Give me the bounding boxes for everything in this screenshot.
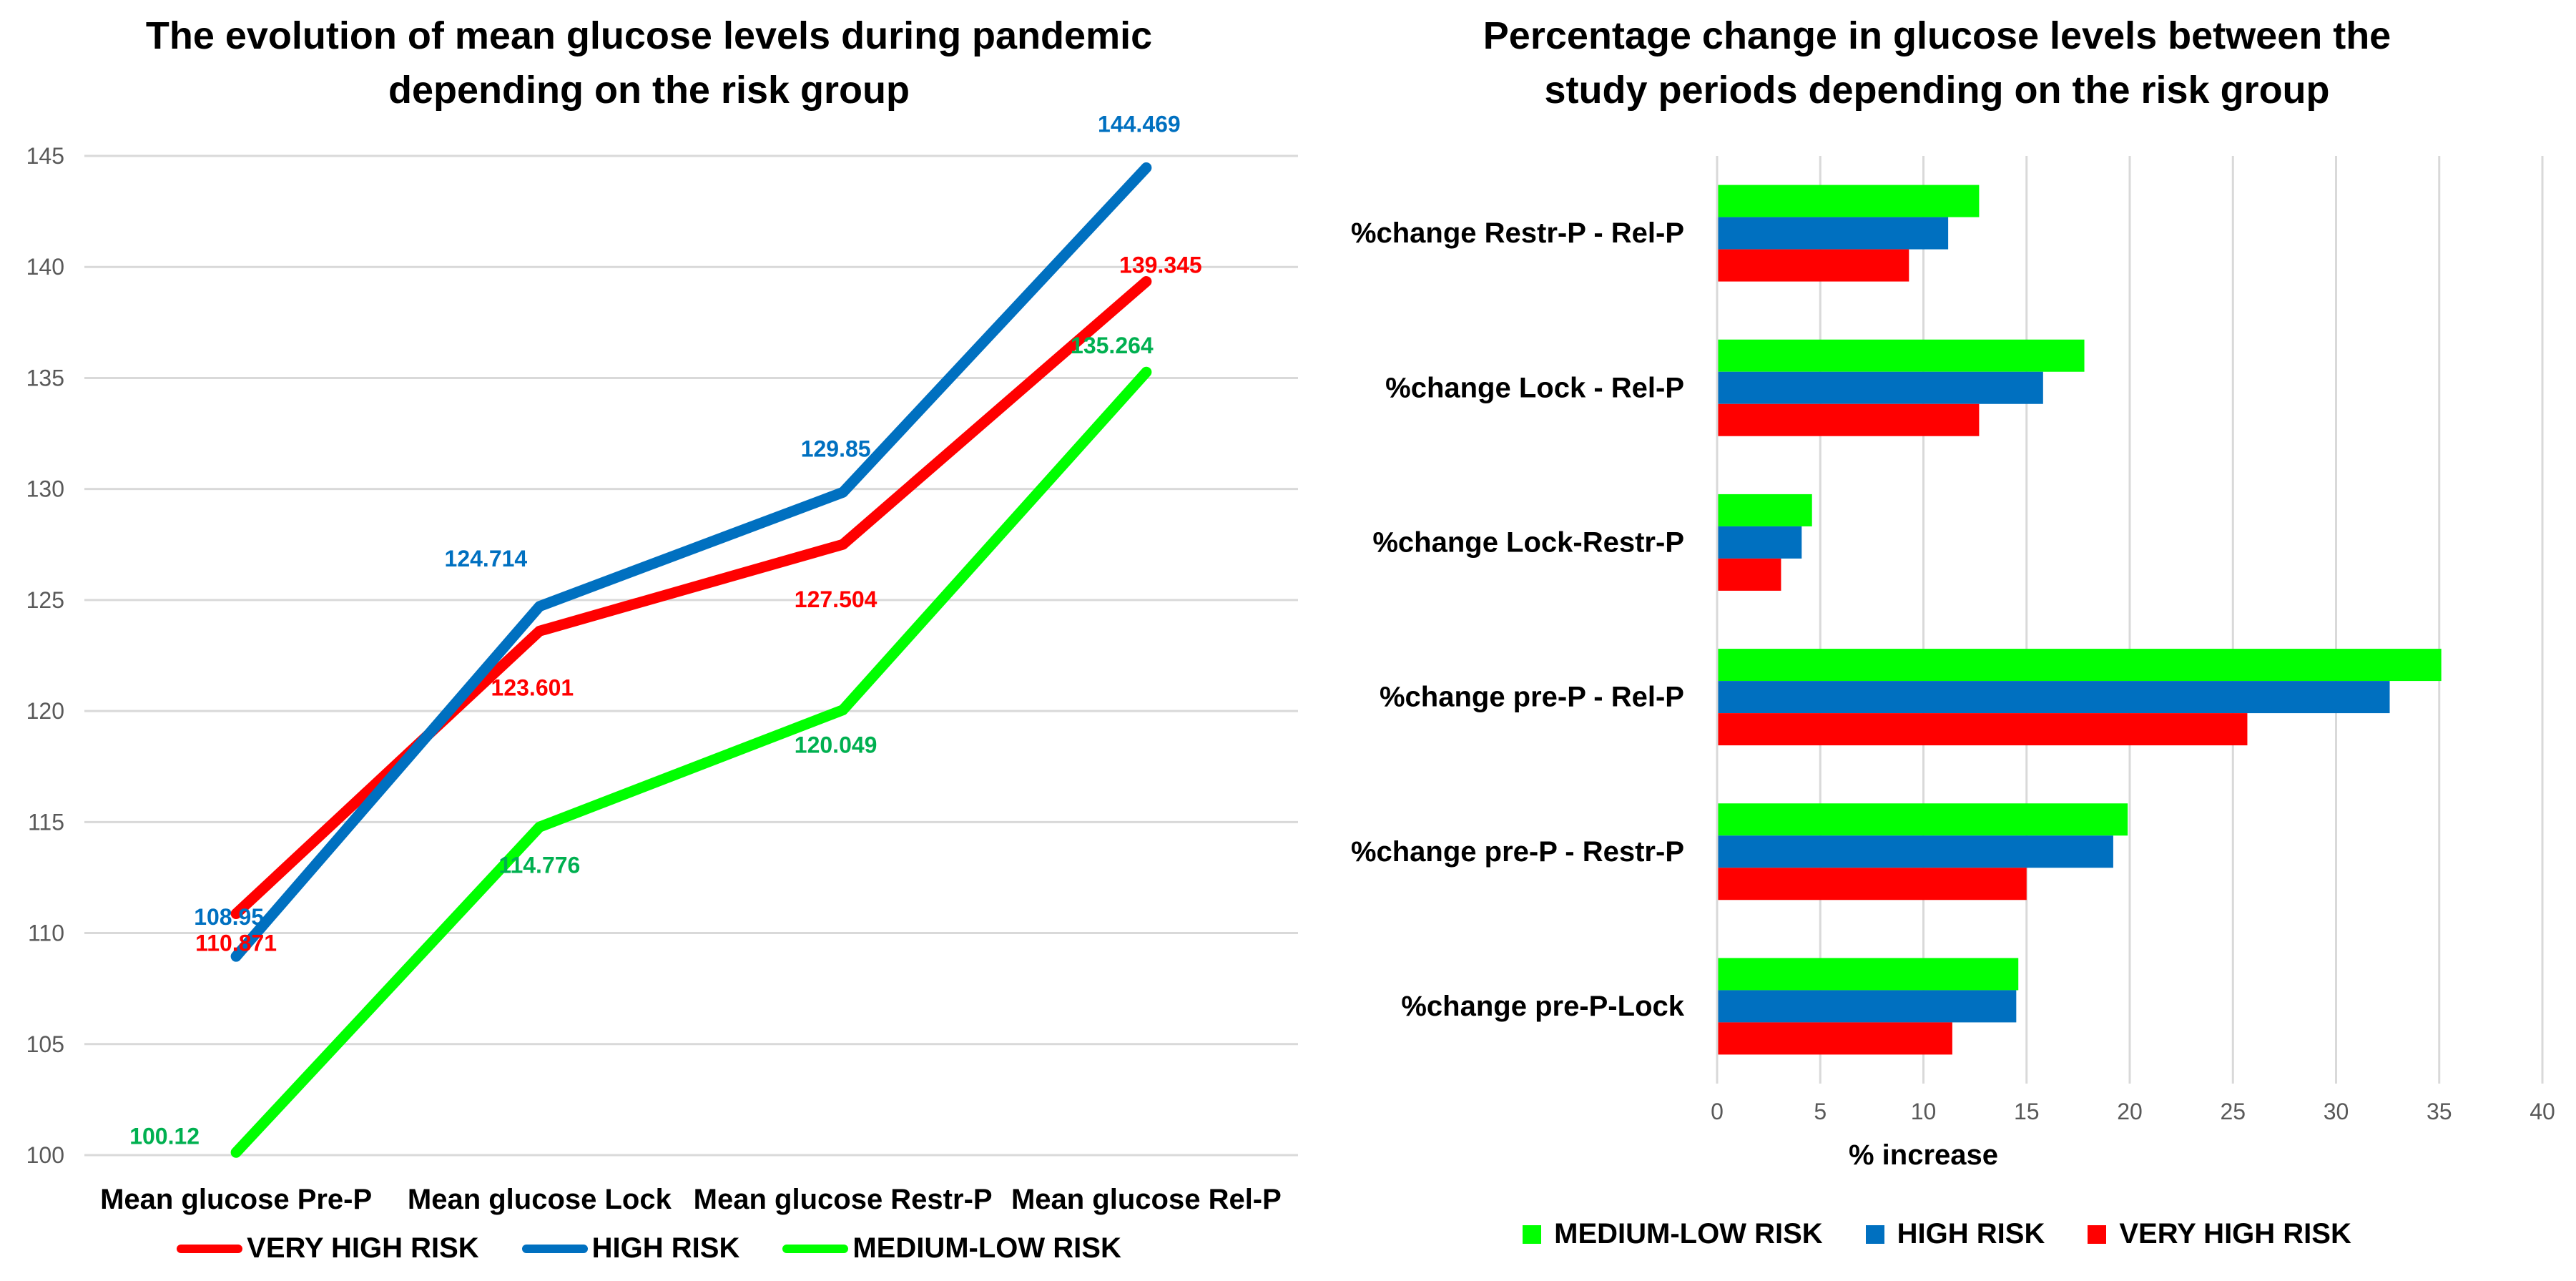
bar-legend-item-high-risk: HIGH RISK xyxy=(1865,1218,2045,1250)
legend-line-high-risk xyxy=(521,1244,588,1253)
data-label-high-risk: 144.469 xyxy=(1098,111,1181,137)
y-category-label: %change Lock - Rel-P xyxy=(1385,372,1684,403)
bar-legend-swatch-high-risk xyxy=(1865,1224,1884,1244)
x-tick-label: 40 xyxy=(2530,1099,2555,1124)
bar-chart-title-line-2: study periods depending on the risk grou… xyxy=(1544,69,2330,112)
bar-very-high-risk xyxy=(1717,249,1909,282)
x-category-label: Mean glucose Lock xyxy=(408,1184,672,1215)
line-chart-legend: VERY HIGH RISK HIGH RISK MEDIUM-LOW RISK xyxy=(0,1232,1298,1265)
x-tick-label: 35 xyxy=(2427,1099,2452,1124)
data-label-high-risk: 108.95 xyxy=(194,904,264,930)
bar-medium-low-risk xyxy=(1717,958,2019,991)
line-chart-title: The evolution of mean glucose levels dur… xyxy=(0,9,1298,117)
y-category-label: %change Restr-P - Rel-P xyxy=(1351,217,1684,249)
data-label-medium-low-risk: 100.12 xyxy=(129,1123,200,1149)
y-tick-label: 130 xyxy=(26,476,64,502)
y-tick-label: 120 xyxy=(26,698,64,724)
y-tick-label: 140 xyxy=(26,254,64,280)
legend-label-high-risk: HIGH RISK xyxy=(591,1232,740,1264)
bar-legend-label-medium-low-risk: MEDIUM-LOW RISK xyxy=(1554,1218,1823,1250)
y-tick-label: 135 xyxy=(26,365,64,391)
x-category-label: Mean glucose Pre-P xyxy=(100,1184,372,1215)
x-tick-label: 10 xyxy=(1911,1099,1937,1124)
x-tick-label: 30 xyxy=(2324,1099,2349,1124)
bar-high-risk xyxy=(1717,526,1802,559)
legend-label-medium-low-risk: MEDIUM-LOW RISK xyxy=(852,1232,1121,1264)
bar-high-risk xyxy=(1717,371,2043,404)
data-label-medium-low-risk: 114.776 xyxy=(498,852,580,878)
series-line-high-risk xyxy=(230,162,1152,962)
y-tick-label: 110 xyxy=(28,921,64,946)
y-tick-label: 125 xyxy=(26,587,64,613)
bar-high-risk xyxy=(1717,217,1949,250)
line-chart-panel: The evolution of mean glucose levels dur… xyxy=(0,9,1298,1265)
legend-label-very-high-risk: VERY HIGH RISK xyxy=(247,1232,479,1264)
x-tick-label: 5 xyxy=(1814,1099,1827,1124)
bar-very-high-risk xyxy=(1717,868,2027,900)
legend-item-high-risk: HIGH RISK xyxy=(521,1232,740,1265)
x-axis-title: % increase xyxy=(1849,1139,1998,1171)
y-tick-label: 105 xyxy=(26,1031,64,1057)
line-chart-plot: 100 105 110 115 120 125 130 135 140 145 Mean gluco… xyxy=(26,111,1298,1215)
data-label-high-risk: 129.85 xyxy=(801,436,871,461)
bar-very-high-risk xyxy=(1717,403,1980,436)
bar-chart-title-line-1: Percentage change in glucose levels betw… xyxy=(1483,14,2391,57)
data-label-high-risk: 124.714 xyxy=(445,546,528,571)
bar-very-high-risk xyxy=(1717,713,2248,746)
line-chart-title-line-2: depending on the risk group xyxy=(388,69,910,112)
x-tick-label: 15 xyxy=(2014,1099,2040,1124)
y-tick-label: 115 xyxy=(28,809,64,835)
bar-legend-swatch-very-high-risk xyxy=(2088,1224,2107,1244)
y-category-label: %change pre-P-Lock xyxy=(1401,991,1684,1022)
legend-item-very-high-risk: VERY HIGH RISK xyxy=(177,1232,479,1265)
bar-medium-low-risk xyxy=(1717,339,2085,372)
x-tick-label: 20 xyxy=(2117,1099,2143,1124)
line-chart-title-line-1: The evolution of mean glucose levels dur… xyxy=(145,14,1153,57)
x-category-label: Mean glucose Rel-P xyxy=(1011,1184,1282,1215)
bar-legend-label-very-high-risk: VERY HIGH RISK xyxy=(2119,1218,2351,1250)
x-category-label: Mean glucose Restr-P xyxy=(694,1184,993,1215)
data-label-very-high-risk: 110.871 xyxy=(195,931,277,956)
data-label-very-high-risk: 139.345 xyxy=(1119,252,1202,278)
series-line-very-high-risk xyxy=(230,276,1152,920)
bar-medium-low-risk xyxy=(1717,649,2442,682)
bar-medium-low-risk xyxy=(1717,494,1812,526)
bar-very-high-risk xyxy=(1717,558,1781,591)
x-tick-label: 0 xyxy=(1711,1099,1724,1124)
bar-legend-item-medium-low-risk: MEDIUM-LOW RISK xyxy=(1523,1218,1823,1250)
bar-chart-legend: MEDIUM-LOW RISK HIGH RISK VERY HIGH RISK xyxy=(1298,1218,2576,1250)
data-label-medium-low-risk: 135.264 xyxy=(1071,333,1154,358)
legend-line-medium-low-risk xyxy=(782,1244,849,1253)
y-tick-label: 100 xyxy=(26,1142,64,1168)
legend-line-very-high-risk xyxy=(177,1244,243,1253)
y-category-label: %change pre-P - Restr-P xyxy=(1351,836,1684,868)
bar-high-risk xyxy=(1717,681,2390,714)
y-tick-label: 145 xyxy=(26,143,64,169)
data-label-very-high-risk: 127.504 xyxy=(795,586,877,612)
bar-medium-low-risk xyxy=(1717,185,1980,217)
bar-chart-plot: 0 5 10 15 20 25 30 35 40 % increase %change Restr-… xyxy=(1351,156,2555,1171)
bar-medium-low-risk xyxy=(1717,803,2128,836)
data-label-medium-low-risk: 120.049 xyxy=(795,732,877,758)
data-label-very-high-risk: 123.601 xyxy=(491,674,574,700)
bar-high-risk xyxy=(1717,990,2017,1023)
bar-high-risk xyxy=(1717,835,2113,868)
bar-chart-title: Percentage change in glucose levels betw… xyxy=(1298,9,2576,117)
series-line-medium-low-risk xyxy=(230,366,1152,1158)
bar-legend-item-very-high-risk: VERY HIGH RISK xyxy=(2088,1218,2351,1250)
y-category-label: %change Lock-Restr-P xyxy=(1372,526,1684,558)
bar-chart-panel: Percentage change in glucose levels betw… xyxy=(1298,0,2576,1281)
bar-legend-label-high-risk: HIGH RISK xyxy=(1897,1218,2045,1250)
x-tick-label: 25 xyxy=(2220,1099,2246,1124)
legend-item-medium-low-risk: MEDIUM-LOW RISK xyxy=(782,1232,1121,1265)
bar-very-high-risk xyxy=(1717,1022,1952,1055)
bar-legend-swatch-medium-low-risk xyxy=(1523,1224,1542,1244)
y-category-label: %change pre-P - Rel-P xyxy=(1380,682,1684,713)
